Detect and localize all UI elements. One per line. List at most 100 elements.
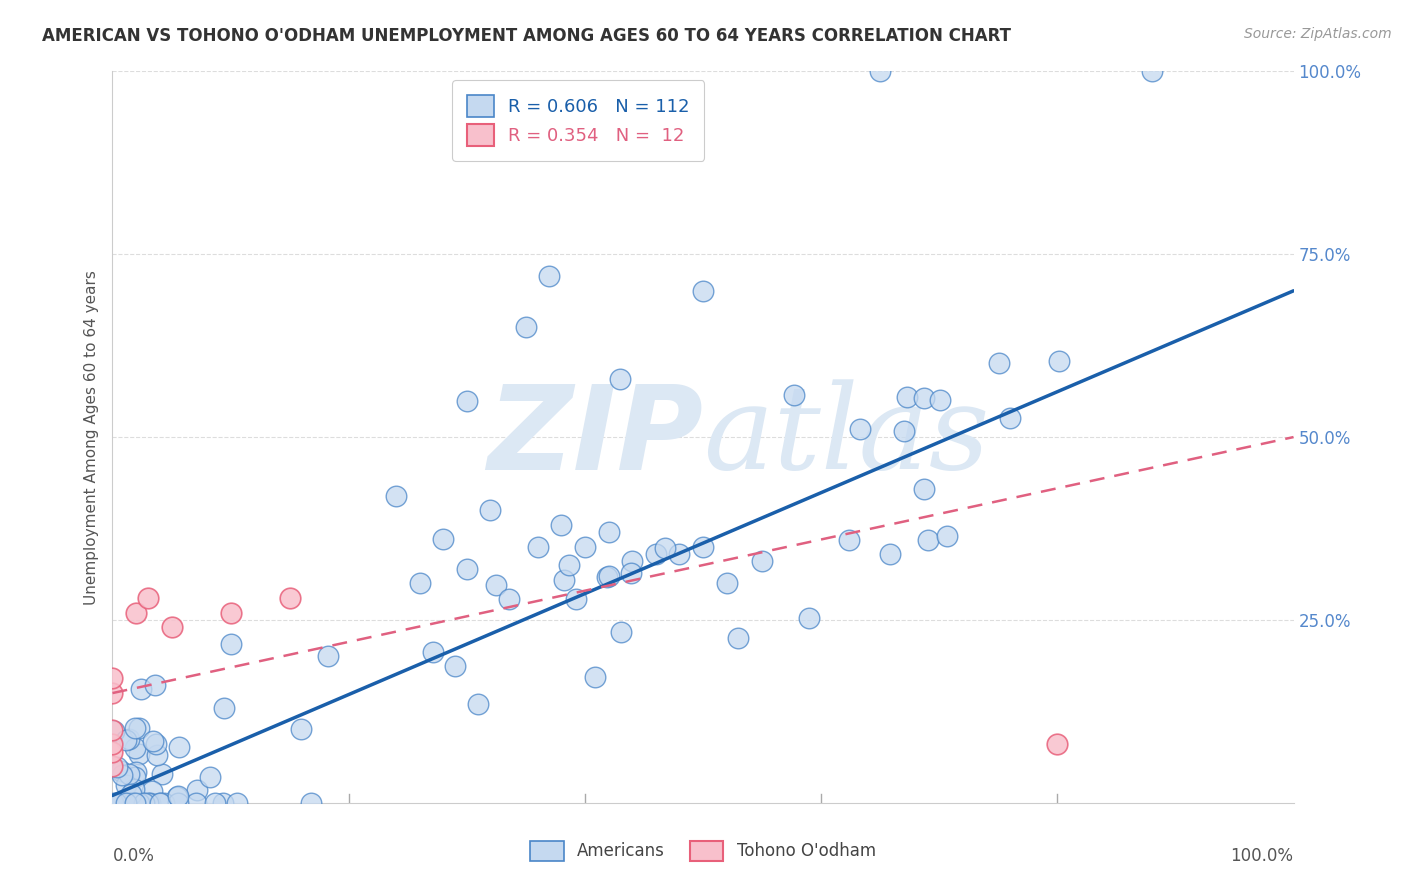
Point [101,686,124,700]
Point [160,620,183,634]
Point [550,517,572,532]
Point [226,796,249,810]
Point [124,770,146,784]
Point [121,796,143,810]
Point [131,796,153,810]
Point [186,796,208,810]
Point [621,554,644,568]
Point [408,576,430,591]
Point [122,781,145,796]
Point [716,576,738,591]
Point [896,390,918,404]
Point [610,625,633,640]
Point [526,540,548,554]
Point [143,678,166,692]
Text: atlas: atlas [703,380,990,494]
Point [799,611,821,625]
Point [124,796,146,810]
Point [104,796,127,810]
Point [917,533,939,547]
Point [121,787,143,801]
Point [169,739,191,754]
Point [879,547,901,561]
Point [145,737,167,751]
Point [998,411,1021,425]
Point [125,764,148,779]
Point [167,789,190,804]
Point [118,767,141,781]
Point [1047,354,1070,368]
Legend: Americans, Tohono O'odham: Americans, Tohono O'odham [523,834,883,868]
Point [108,796,131,810]
Point [485,578,508,592]
Point [117,796,139,810]
Point [467,697,489,711]
Text: 100.0%: 100.0% [1230,847,1294,864]
Point [136,591,159,605]
Point [134,796,156,810]
Point [149,796,172,810]
Point [101,723,124,737]
Point [103,724,125,739]
Point [290,722,312,736]
Point [869,64,891,78]
Point [117,796,139,810]
Point [153,796,176,810]
Point [928,392,950,407]
Point [456,393,478,408]
Point [142,734,165,748]
Point [129,681,152,696]
Point [107,759,129,773]
Point [198,770,221,784]
Point [112,796,135,810]
Point [583,670,606,684]
Point [654,541,676,555]
Point [553,573,575,587]
Point [727,631,749,645]
Point [574,540,596,554]
Text: 0.0%: 0.0% [112,847,155,864]
Point [111,768,134,782]
Point [101,737,124,751]
Point [668,547,690,561]
Point [783,388,806,402]
Point [1140,64,1163,78]
Point [128,721,150,735]
Point [598,525,620,540]
Point [564,592,586,607]
Point [422,645,444,659]
Point [644,547,666,561]
Point [432,533,454,547]
Point [212,701,235,715]
Point [110,764,132,778]
Point [146,747,169,762]
Point [101,745,124,759]
Point [166,789,188,804]
Point [125,606,148,620]
Point [838,533,860,547]
Point [124,740,146,755]
Point [219,606,242,620]
Point [111,796,134,810]
Text: ZIP: ZIP [486,380,703,494]
Point [1046,737,1069,751]
Point [498,591,520,606]
Point [278,591,301,605]
Point [114,796,136,810]
Point [987,356,1010,370]
Point [848,422,870,436]
Point [444,659,467,673]
Point [316,648,339,663]
Point [557,558,579,572]
Point [101,796,124,810]
Point [692,284,714,298]
Point [456,562,478,576]
Point [124,721,146,735]
Point [136,796,159,810]
Point [101,759,124,773]
Point [186,782,208,797]
Point [538,269,561,284]
Point [515,320,537,334]
Point [893,424,915,438]
Point [204,796,226,810]
